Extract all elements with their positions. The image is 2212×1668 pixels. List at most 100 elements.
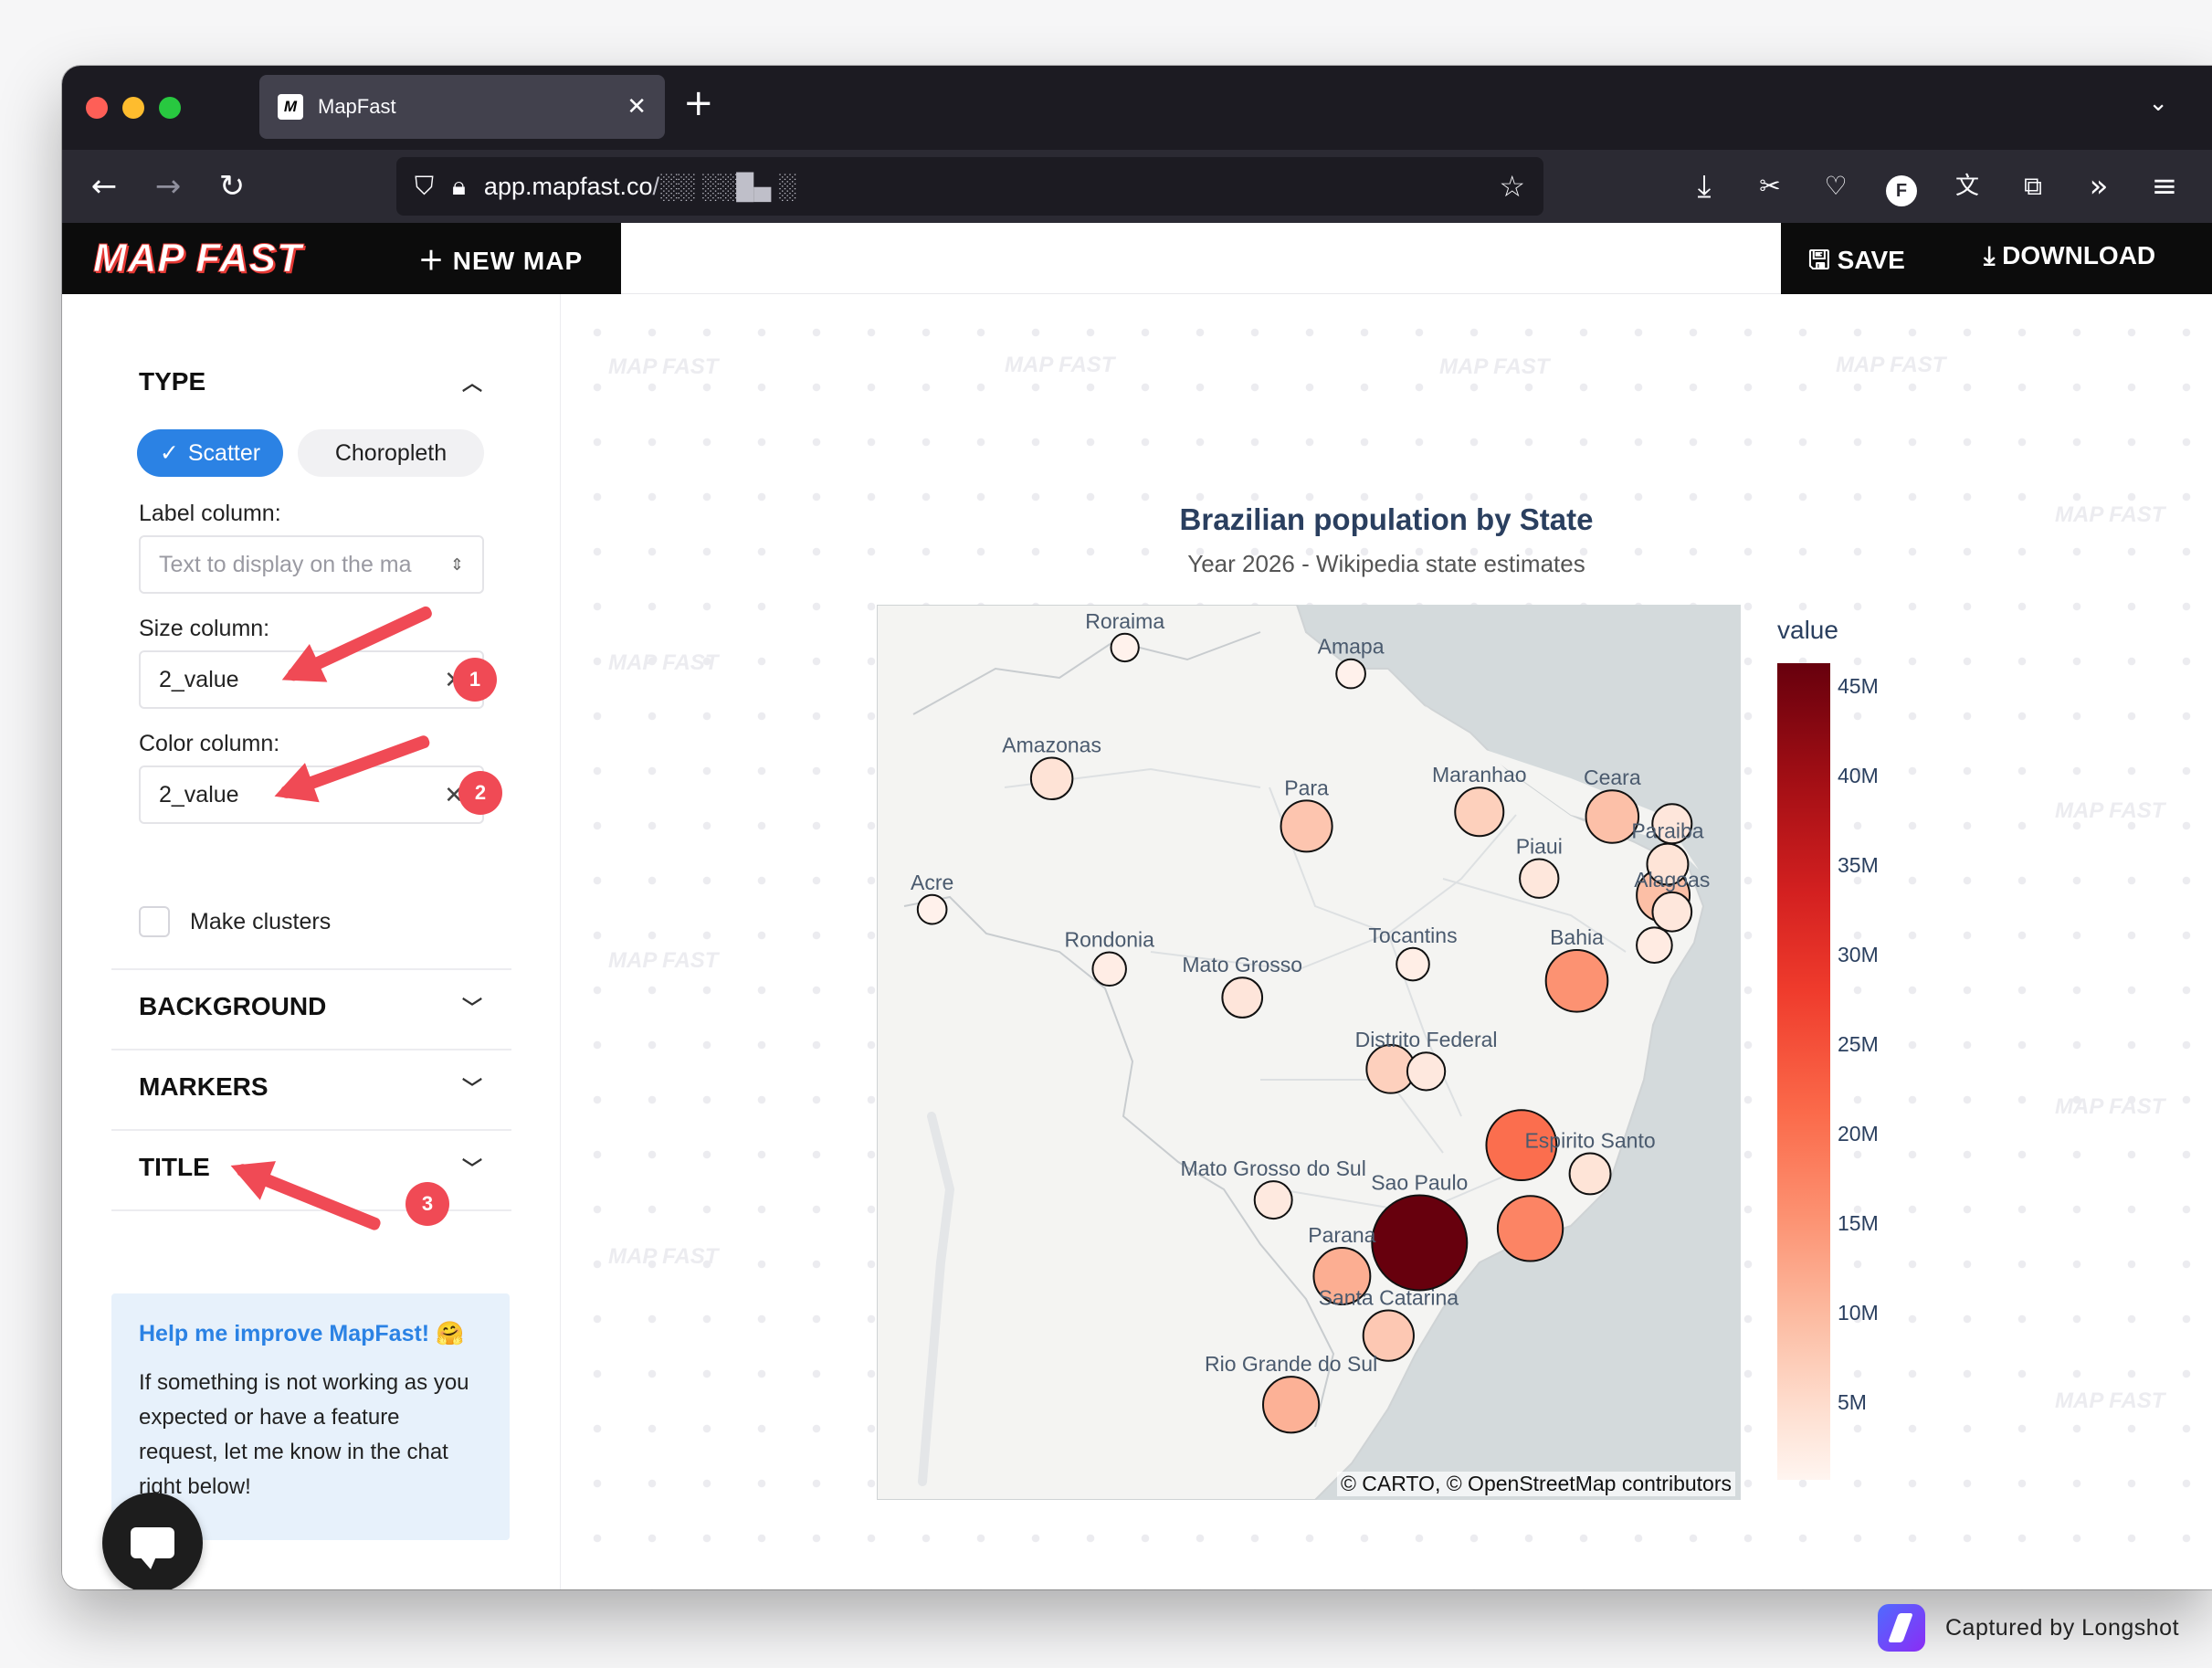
colorbar-tick: 35M: [1838, 853, 1879, 877]
scatter-point[interactable]: [1253, 1180, 1293, 1220]
title-heading: TITLE: [139, 1153, 210, 1181]
country-border: [903, 631, 1335, 1428]
more-tools-icon[interactable]: »: [2089, 168, 2109, 205]
divider: [111, 1049, 511, 1050]
point-label: Alagoas: [1634, 868, 1710, 892]
url-text[interactable]: app.mapfast.co/░░ ░░█▄ ░: [484, 173, 1480, 201]
scatter-point[interactable]: [1262, 1376, 1321, 1434]
download-button[interactable]: ⤓ DOWNLOAD: [1984, 241, 2155, 271]
background-section-header[interactable]: BACKGROUND ﹀: [139, 992, 482, 1021]
colorbar-tick: 30M: [1838, 943, 1879, 966]
pocket-icon[interactable]: ♡: [1824, 171, 1848, 201]
point-label: Parana: [1308, 1223, 1375, 1247]
divider: [111, 968, 511, 970]
download-icon: ⤓: [1984, 241, 1996, 269]
watermark: MAP FAST: [2055, 1388, 2165, 1413]
url-bar[interactable]: ⛉ 🔒︎ app.mapfast.co/░░ ░░█▄ ░ ☆: [396, 157, 1543, 216]
markers-heading: MARKERS: [139, 1072, 269, 1101]
maximize-window-button[interactable]: [159, 97, 181, 119]
scatter-point[interactable]: [1091, 951, 1127, 987]
translate-icon[interactable]: 文: [1954, 173, 1979, 200]
scatter-point[interactable]: [1362, 1309, 1415, 1362]
scatter-point[interactable]: [1110, 632, 1140, 663]
lock-icon[interactable]: 🔒︎: [452, 171, 466, 201]
forward-arrow-icon[interactable]: →: [154, 168, 182, 205]
browser-window: M MapFast ✕ + ⌄ ← → ↻ ⛉ 🔒︎ app.mapfast.c…: [62, 66, 2212, 1589]
point-label: Roraima: [1085, 609, 1164, 633]
scatter-toggle[interactable]: ✓ Scatter: [137, 429, 283, 477]
map-svg[interactable]: Roraima Amapa Amazonas Para Maranhao Ceara Par…: [876, 604, 1741, 1501]
watermark: MAP FAST: [2055, 798, 2165, 823]
label-column-placeholder: Text to display on the ma: [159, 551, 412, 577]
type-heading: TYPE: [139, 367, 206, 396]
watermark: MAP FAST: [608, 650, 719, 675]
scatter-point[interactable]: [1280, 799, 1333, 853]
scatter-point[interactable]: [1406, 1051, 1447, 1092]
shield-icon[interactable]: ⛉: [415, 171, 435, 201]
downloads-icon[interactable]: ⤓: [1697, 168, 1712, 205]
brand-bar: MAP FAST ＋ NEW MAP: [62, 223, 621, 294]
choropleth-toggle[interactable]: Choropleth: [298, 429, 484, 477]
scatter-point[interactable]: [1335, 658, 1366, 690]
extensions-icon[interactable]: ⧉: [2024, 171, 2042, 201]
new-tab-icon[interactable]: +: [683, 82, 714, 124]
make-clusters-row[interactable]: Make clusters: [139, 906, 331, 937]
chevron-down-icon: ﹀: [461, 1077, 482, 1100]
scatter-point[interactable]: [1544, 948, 1609, 1013]
annotation-badge-1: 1: [453, 658, 497, 702]
close-tab-icon[interactable]: ✕: [627, 93, 647, 121]
menu-icon[interactable]: ≡: [2151, 168, 2178, 205]
scatter-point[interactable]: [1585, 789, 1640, 844]
watermark: MAP FAST: [608, 948, 719, 973]
map[interactable]: Roraima Amapa Amazonas Para Maranhao Ceara Par…: [876, 604, 1741, 1501]
scatter-point[interactable]: [1396, 946, 1430, 982]
floppy-icon: 🖫: [1808, 246, 1830, 274]
reload-icon[interactable]: ↻: [218, 168, 246, 205]
tab-list-chevron-icon[interactable]: ⌄: [2148, 90, 2168, 117]
mapfast-logo[interactable]: MAP FAST: [93, 236, 302, 281]
scatter-point[interactable]: [1485, 1109, 1558, 1182]
account-icon[interactable]: F: [1883, 168, 1920, 206]
colorbar: [1777, 663, 1830, 1480]
new-map-label: NEW MAP: [452, 247, 584, 275]
type-section-header[interactable]: TYPE ︿: [139, 367, 482, 396]
scatter-point[interactable]: [1496, 1195, 1564, 1262]
size-column-label: Size column:: [139, 616, 270, 641]
scatter-point[interactable]: [1636, 926, 1673, 965]
watermark: MAP FAST: [2055, 1094, 2165, 1119]
nav-bar: ← → ↻ ⛉ 🔒︎ app.mapfast.co/░░ ░░█▄ ░ ☆ ⤓ …: [62, 150, 2212, 223]
screenshot-icon[interactable]: ✂: [1759, 171, 1781, 201]
back-arrow-icon[interactable]: ←: [90, 168, 118, 205]
minimize-window-button[interactable]: [122, 97, 144, 119]
scatter-point[interactable]: [1312, 1247, 1372, 1305]
plus-icon: ＋: [418, 247, 446, 275]
scatter-point[interactable]: [1029, 756, 1074, 801]
new-map-button[interactable]: ＋ NEW MAP: [418, 241, 583, 278]
chevron-up-icon: ︿: [461, 372, 482, 395]
point-label: Mato Grosso do Sul: [1181, 1156, 1366, 1180]
scatter-point[interactable]: [1651, 891, 1693, 933]
close-window-button[interactable]: [86, 97, 108, 119]
bookmark-star-icon[interactable]: ☆: [1499, 169, 1525, 204]
watermark: MAP FAST: [1005, 353, 1115, 377]
map-attribution[interactable]: © CARTO, © OpenStreetMap contributors: [1336, 1472, 1735, 1496]
point-label: Acre: [911, 871, 953, 894]
colorbar-tick: 5M: [1838, 1390, 1867, 1414]
chat-button[interactable]: [102, 1493, 203, 1589]
download-label: DOWNLOAD: [2002, 241, 2156, 269]
title-section-header[interactable]: TITLE ﹀: [139, 1153, 482, 1182]
tab-mapfast[interactable]: M MapFast ✕: [259, 75, 665, 139]
scatter-point[interactable]: [916, 893, 948, 925]
markers-section-header[interactable]: MARKERS ﹀: [139, 1072, 482, 1102]
scatter-point[interactable]: [1519, 858, 1560, 899]
scatter-point[interactable]: [1568, 1152, 1612, 1196]
make-clusters-checkbox[interactable]: [139, 906, 170, 937]
scatter-point[interactable]: [1371, 1194, 1469, 1292]
save-button[interactable]: 🖫 SAVE: [1808, 241, 1905, 285]
make-clusters-label: Make clusters: [190, 908, 332, 934]
scatter-point[interactable]: [1221, 977, 1264, 1019]
scatter-point[interactable]: [1454, 786, 1505, 838]
label-column-select[interactable]: Text to display on the ma ⇕: [139, 535, 484, 594]
scatter-point[interactable]: [1651, 803, 1693, 845]
map-canvas: MAP FAST MAP FAST MAP FAST MAP FAST MAP …: [561, 294, 2212, 1589]
